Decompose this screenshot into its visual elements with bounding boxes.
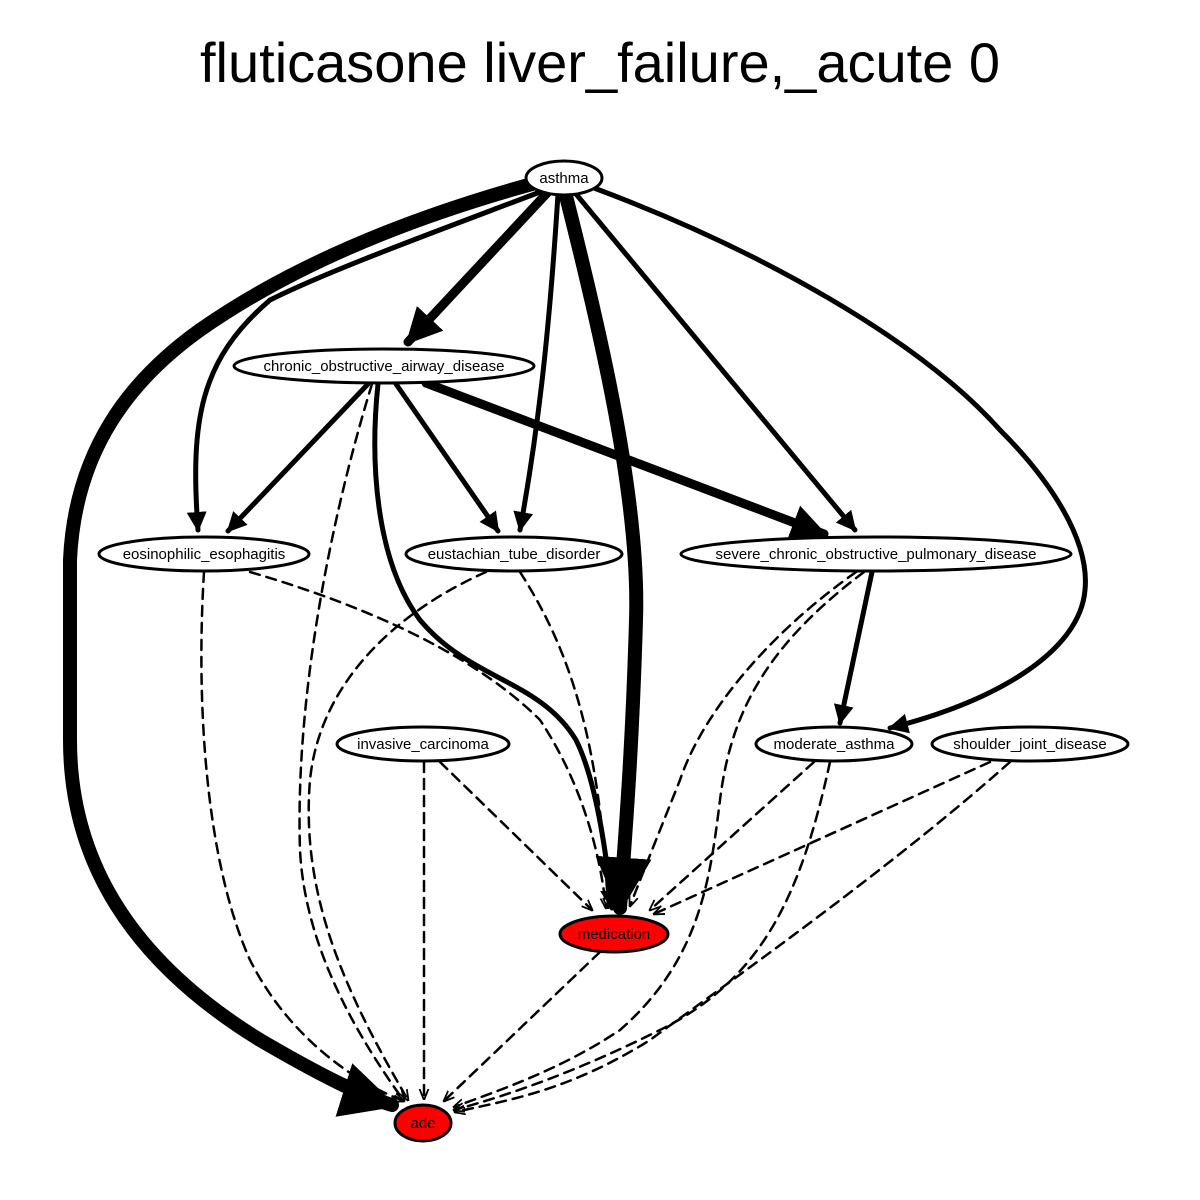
node-severe-copd: severe_chronic_obstructive_pulmonary_dis… — [679, 535, 1073, 573]
node-shape — [558, 914, 670, 954]
node-copd-airway: chronic_obstructive_airway_disease — [232, 347, 536, 385]
node-ade: ade — [393, 1103, 453, 1143]
edge-eust-tube-to-ade — [307, 570, 488, 1100]
edge-eos-esoph-to-medication — [248, 570, 606, 908]
edge-copd-airway-to-medication — [372, 381, 621, 911]
edge-asthma-to-mod-asthma — [591, 185, 1088, 734]
edge-copd-airway-to-severe-copd — [421, 378, 829, 540]
edge-severe-copd-to-ade — [454, 570, 866, 1107]
edge-severe-copd-to-mod-asthma — [833, 569, 875, 726]
node-eust-tube: eustachian_tube_disorder — [404, 535, 624, 573]
node-label: ade — [410, 1115, 435, 1132]
node-shape — [393, 1103, 453, 1143]
node-shape — [679, 535, 1073, 573]
node-label: asthma — [539, 170, 589, 187]
edge-shoulder-to-ade — [455, 760, 1012, 1112]
node-label: eustachian_tube_disorder — [428, 546, 601, 563]
edges-layer — [63, 177, 1088, 1117]
edge-asthma-to-ade — [63, 177, 539, 1117]
edge-inv-carcinoma-to-medication — [438, 760, 592, 910]
node-shape — [524, 159, 604, 197]
edge-eust-tube-to-medication — [518, 570, 608, 908]
node-shape — [404, 535, 624, 573]
node-inv-carcinoma: invasive_carcinoma — [335, 725, 511, 763]
node-shape — [335, 725, 511, 763]
edge-asthma-to-eust-tube — [513, 191, 561, 533]
node-shape — [754, 725, 914, 763]
edge-copd-airway-to-eust-tube — [393, 381, 501, 534]
edge-asthma-to-medication — [559, 189, 652, 915]
node-shape — [930, 725, 1130, 763]
edge-copd-airway-to-ade — [298, 382, 404, 1101]
edge-copd-airway-to-eos-esoph — [225, 381, 371, 534]
edge-asthma-to-severe-copd — [573, 191, 858, 533]
edge-asthma-to-copd-airway — [403, 187, 553, 347]
node-label: medication — [578, 926, 651, 943]
node-shape — [97, 535, 311, 573]
node-label: eosinophilic_esophagitis — [123, 546, 286, 563]
node-shoulder: shoulder_joint_disease — [930, 725, 1130, 763]
node-medication: medication — [558, 914, 670, 954]
node-label: severe_chronic_obstructive_pulmonary_dis… — [715, 546, 1036, 563]
edge-shoulder-to-medication — [654, 760, 992, 914]
node-eos-esoph: eosinophilic_esophagitis — [97, 535, 311, 573]
node-label: shoulder_joint_disease — [953, 736, 1106, 753]
node-label: moderate_asthma — [774, 736, 896, 753]
graph-title: fluticasone liver_failure,_acute 0 — [200, 31, 1000, 94]
edge-medication-to-ade — [444, 950, 602, 1101]
edge-severe-copd-to-medication — [630, 570, 858, 906]
node-shape — [232, 347, 536, 385]
edge-mod-asthma-to-medication — [650, 760, 816, 910]
node-label: invasive_carcinoma — [357, 736, 489, 753]
edge-mod-asthma-to-ade — [454, 760, 832, 1110]
nodes-layer: asthma chronic_obstructive_airway_disease… — [97, 159, 1130, 1143]
edge-asthma-to-eos-esoph — [186, 189, 543, 533]
node-asthma: asthma — [524, 159, 604, 197]
node-mod-asthma: moderate_asthma — [754, 725, 914, 763]
edge-eos-esoph-to-ade — [200, 570, 404, 1101]
node-label: chronic_obstructive_airway_disease — [264, 358, 505, 375]
